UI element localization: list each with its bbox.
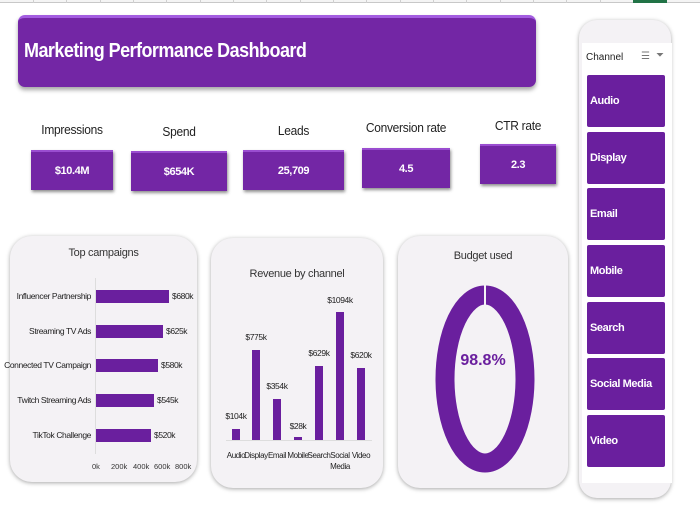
bar[interactable] [252, 350, 260, 440]
bar-value: $620k [350, 350, 372, 360]
kpi-label: Leads [277, 123, 310, 138]
bar-category: Influencer Partnership [16, 291, 92, 301]
x-tick: 200k [111, 462, 128, 471]
kpi-value: $10.4M [31, 150, 113, 190]
kpi-ctr-rate: CTR rate 2.3 [480, 118, 556, 184]
bar-category: TikTok Challenge [32, 430, 92, 440]
bar-row: Twitch Streaming Ads $545k [0, 394, 195, 408]
bar-value: $580k [161, 360, 183, 370]
donut-used-segment[interactable] [435, 285, 535, 473]
bar[interactable] [294, 437, 302, 440]
revenue-by-channel-card: Revenue by channel [211, 238, 383, 488]
x-axis-line [226, 440, 372, 441]
slicer-item-mobile[interactable]: Mobile [587, 245, 665, 297]
bar[interactable] [336, 312, 344, 440]
budget-donut-chart[interactable] [435, 281, 535, 477]
chart-title: Top campaigns [68, 247, 139, 259]
bar-value: $354k [266, 381, 288, 391]
bar-category: Twitch Streaming Ads [17, 395, 91, 405]
kpi-label: Conversion rate [365, 120, 447, 135]
kpi-label: Impressions [41, 122, 103, 137]
kpi-leads: Leads 25,709 [243, 123, 344, 190]
bar[interactable] [273, 399, 281, 440]
kpi-value: 2.3 [480, 144, 556, 184]
x-tick: 400k [133, 462, 150, 471]
selected-cell-indicator [633, 0, 667, 3]
bar-value: $104k [225, 411, 247, 421]
bar[interactable] [96, 359, 158, 372]
x-tick: 800k [175, 462, 192, 471]
bar-category: Search [307, 451, 331, 460]
bar-value: $625k [166, 326, 188, 336]
bar-row: Connected TV Campaign $580k [0, 359, 195, 373]
slicer-item-email[interactable]: Email [587, 188, 665, 240]
slicer-item-search[interactable]: Search [587, 302, 665, 354]
bar[interactable] [232, 429, 240, 440]
bar-value: $28k [289, 421, 307, 431]
kpi-conversion-rate: Conversion rate 4.5 [362, 120, 450, 188]
x-tick: 600k [154, 462, 171, 471]
kpi-value: 25,709 [243, 150, 344, 190]
multi-select-icon[interactable]: ☰ [641, 51, 650, 62]
kpi-value: $654K [131, 151, 227, 191]
bar-row: Streaming TV Ads $625k [0, 325, 195, 339]
bar-category: Streaming TV Ads [29, 326, 91, 336]
bar-value: $629k [308, 348, 330, 358]
bar-category: Email [267, 451, 286, 460]
chart-title: Revenue by channel [249, 268, 345, 280]
bar-category: Video [351, 451, 371, 460]
bar-category: Social Media [330, 451, 350, 471]
bar-value: $680k [172, 291, 194, 301]
clear-filter-icon[interactable]: ⏷ [656, 50, 664, 61]
bar[interactable] [357, 368, 365, 440]
slicer-item-audio[interactable]: Audio [587, 75, 665, 127]
bar-category: Audio [226, 451, 246, 460]
bar[interactable] [96, 394, 154, 407]
bar-category: Connected TV Campaign [4, 360, 91, 370]
bar-row: Influencer Partnership $680k [0, 290, 195, 304]
bar-value: $1094k [327, 295, 353, 305]
bar-value: $545k [157, 395, 179, 405]
kpi-impressions: Impressions $10.4M [30, 122, 114, 190]
y-axis-line [95, 278, 96, 454]
kpi-label: CTR rate [494, 118, 542, 133]
bar-value: $775k [245, 332, 267, 342]
kpi-spend: Spend $654K [131, 124, 227, 191]
slicer-header: Channel [586, 52, 624, 63]
page-title: Marketing Performance Dashboard [24, 40, 307, 62]
spreadsheet-grid-strip [0, 0, 700, 3]
budget-used-card: Budget used 98.8% [398, 236, 568, 488]
kpi-value: 4.5 [362, 148, 450, 188]
title-banner: Marketing Performance Dashboard [18, 15, 536, 87]
slicer-item-social-media[interactable]: Social Media [587, 358, 665, 410]
bar-category: Display [244, 451, 268, 460]
slicer-item-display[interactable]: Display [587, 132, 665, 184]
bar[interactable] [96, 429, 151, 442]
chart-title: Budget used [453, 250, 513, 262]
bar-category: Mobile [287, 451, 309, 460]
bar[interactable] [315, 366, 323, 440]
bar-value: $520k [154, 430, 176, 440]
bar[interactable] [96, 290, 169, 303]
x-tick: 0k [92, 462, 100, 471]
donut-center-label: 98.8% [460, 352, 506, 369]
bar[interactable] [96, 325, 163, 338]
bar-row: TikTok Challenge $520k [0, 429, 195, 443]
kpi-label: Spend [162, 124, 196, 139]
slicer-item-video[interactable]: Video [587, 415, 665, 467]
